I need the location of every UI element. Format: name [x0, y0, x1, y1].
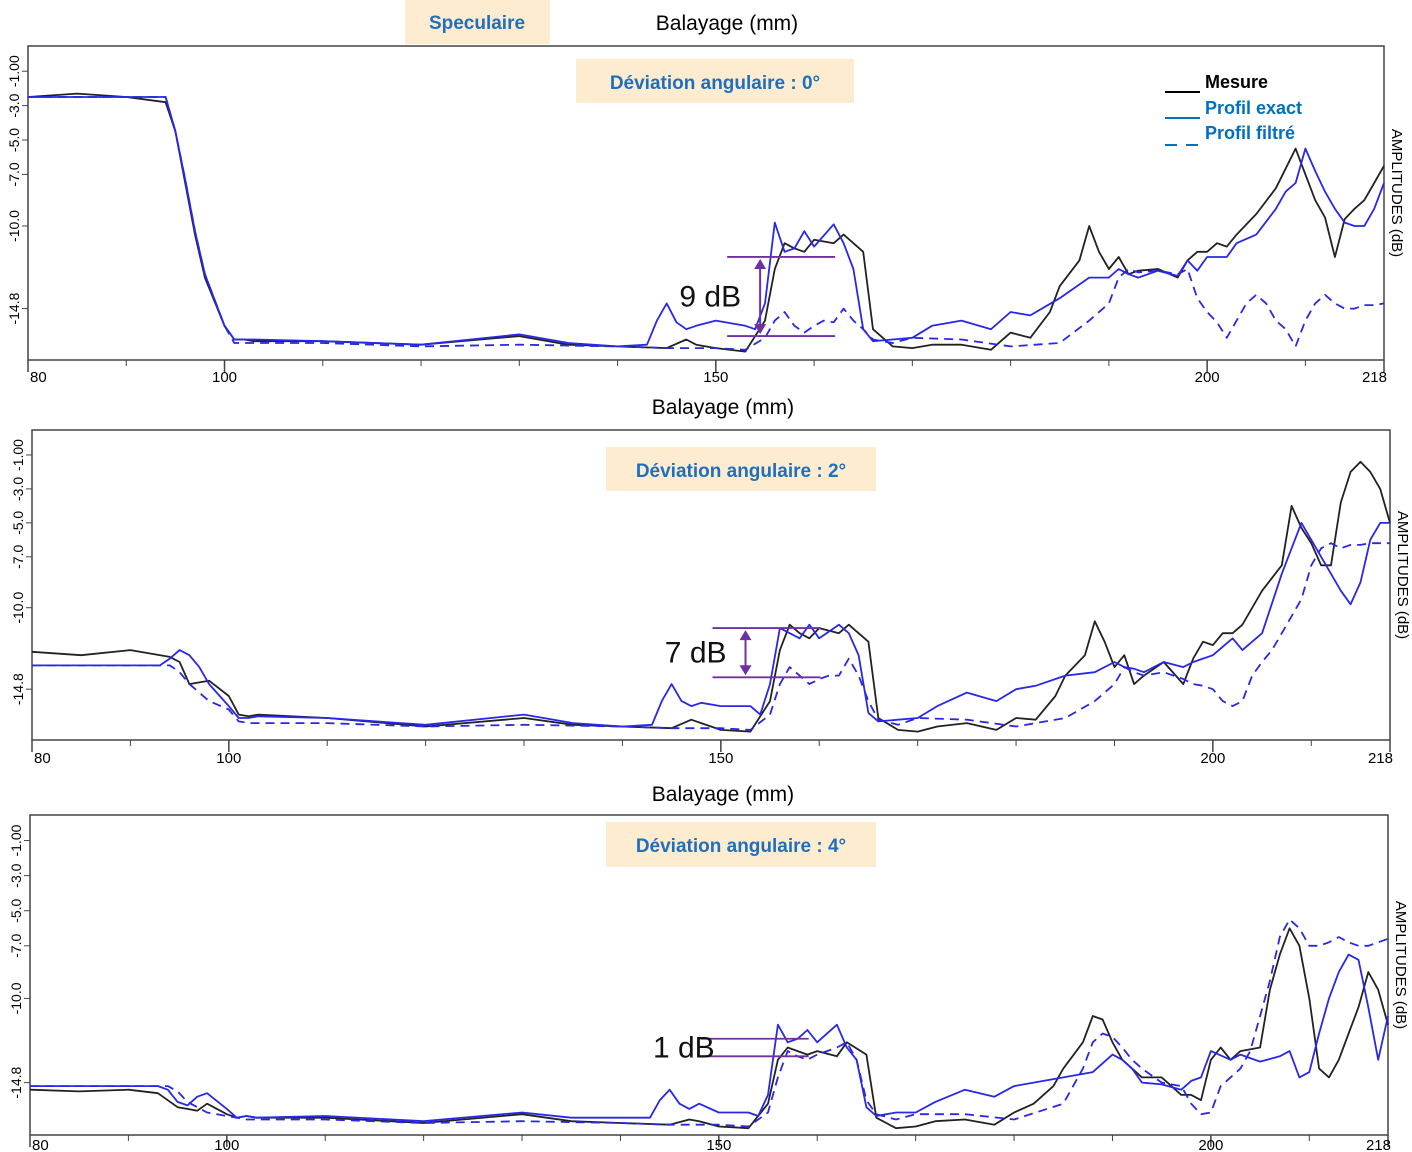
series-line-profil-filtr-	[28, 96, 1385, 351]
annotation-arrow-head-top	[739, 630, 752, 641]
y-tick-label: -7.0	[10, 545, 26, 569]
y-tick-label: -7.0	[8, 934, 24, 958]
annotation-db-label: 1 dB	[653, 1032, 715, 1065]
y-tick-label: -1.00	[10, 439, 26, 471]
legend: Mesure Profil exact Profil filtré	[1165, 72, 1302, 146]
annotation-arrow-head-bottom	[739, 665, 752, 676]
x-tick-label: 100	[214, 1137, 239, 1152]
y-tick-label: -5.0	[8, 898, 24, 922]
y-axis-title: AMPLITUDES (dB)	[1394, 511, 1411, 639]
angle-badge-bg	[606, 447, 876, 491]
angle-badge-bg	[606, 822, 876, 867]
y-tick-label: -14.8	[10, 673, 26, 705]
x-tick-label: 200	[1195, 369, 1220, 386]
y-tick-label: -14.8	[6, 292, 22, 324]
y-tick-label: -10.0	[6, 210, 22, 242]
annotation-db-label: 7 dB	[665, 637, 727, 670]
x-tick-label: 200	[1200, 750, 1225, 767]
y-tick-label: -1.00	[6, 55, 22, 87]
series-line-profil-filtr-	[30, 918, 1389, 1128]
x-tick-label: 80	[32, 1137, 49, 1152]
y-tick-label: -1.00	[8, 824, 24, 856]
y-tick-label: -10.0	[10, 592, 26, 624]
chart-panels: Balayage (mm) Déviation angulaire : 0° 80 1…	[6, 12, 1411, 1152]
x-tick-label: 150	[706, 1137, 731, 1152]
chart-panel-1: Balayage (mm) Déviation angulaire : 2° 80 1…	[10, 396, 1411, 767]
angle-badge-label: Déviation angulaire : 2°	[636, 461, 846, 482]
angle-badge-label: Déviation angulaire : 0°	[610, 73, 820, 94]
legend-mesure-label: Mesure	[1205, 72, 1268, 92]
x-tick-label: 218	[1366, 1137, 1391, 1152]
annotation-arrow-head-bottom	[754, 324, 767, 335]
y-tick-label: -5.0	[6, 128, 22, 152]
chart-panel-0: Balayage (mm) Déviation angulaire : 0° 80 1…	[6, 12, 1405, 386]
y-tick-label: -7.0	[6, 162, 22, 186]
y-tick-label: -3.0	[6, 93, 22, 117]
series-line-profil-exact	[32, 522, 1390, 728]
y-tick-label: -14.8	[8, 1066, 24, 1098]
x-tick-label: 218	[1368, 750, 1393, 767]
series-line-profil-exact	[30, 953, 1389, 1123]
angle-badge-label: Déviation angulaire : 4°	[636, 836, 846, 857]
legend-filtre-label: Profil filtré	[1205, 123, 1295, 143]
specular-badge-bg	[405, 0, 550, 44]
chart-panel-2: Balayage (mm) Déviation angulaire : 4° 80 1…	[8, 783, 1409, 1152]
series-line-mesure	[31, 460, 1391, 733]
x-axis-title: Balayage (mm)	[656, 12, 798, 35]
x-tick-label: 80	[30, 369, 47, 386]
x-tick-label: 218	[1362, 369, 1387, 386]
x-axis-title: Balayage (mm)	[652, 396, 794, 419]
x-axis-title: Balayage (mm)	[652, 783, 794, 806]
series-line-profil-exact	[28, 96, 1385, 348]
x-tick-label: 100	[212, 369, 237, 386]
annotation-db-label: 9 dB	[679, 281, 741, 314]
x-tick-label: 80	[34, 750, 51, 767]
x-tick-label: 100	[216, 750, 241, 767]
x-tick-label: 150	[703, 369, 728, 386]
y-tick-label: -10.0	[8, 982, 24, 1014]
series-line-profil-filtr-	[32, 542, 1390, 731]
specular-badge: Speculaire	[405, 0, 550, 44]
annotation-arrow-head-top	[754, 258, 767, 269]
y-tick-label: -3.0	[8, 863, 24, 887]
specular-label: Speculaire	[429, 13, 525, 34]
y-axis-title: AMPLITUDES (dB)	[1388, 129, 1405, 257]
angle-badge-bg	[576, 59, 854, 103]
legend-exact-label: Profil exact	[1205, 98, 1302, 118]
series-line-mesure	[27, 92, 1385, 353]
y-tick-label: -3.0	[10, 477, 26, 501]
y-tick-label: -5.0	[10, 511, 26, 535]
x-tick-label: 150	[708, 750, 733, 767]
y-axis-title: AMPLITUDES (dB)	[1392, 901, 1409, 1029]
x-tick-label: 200	[1198, 1137, 1223, 1152]
